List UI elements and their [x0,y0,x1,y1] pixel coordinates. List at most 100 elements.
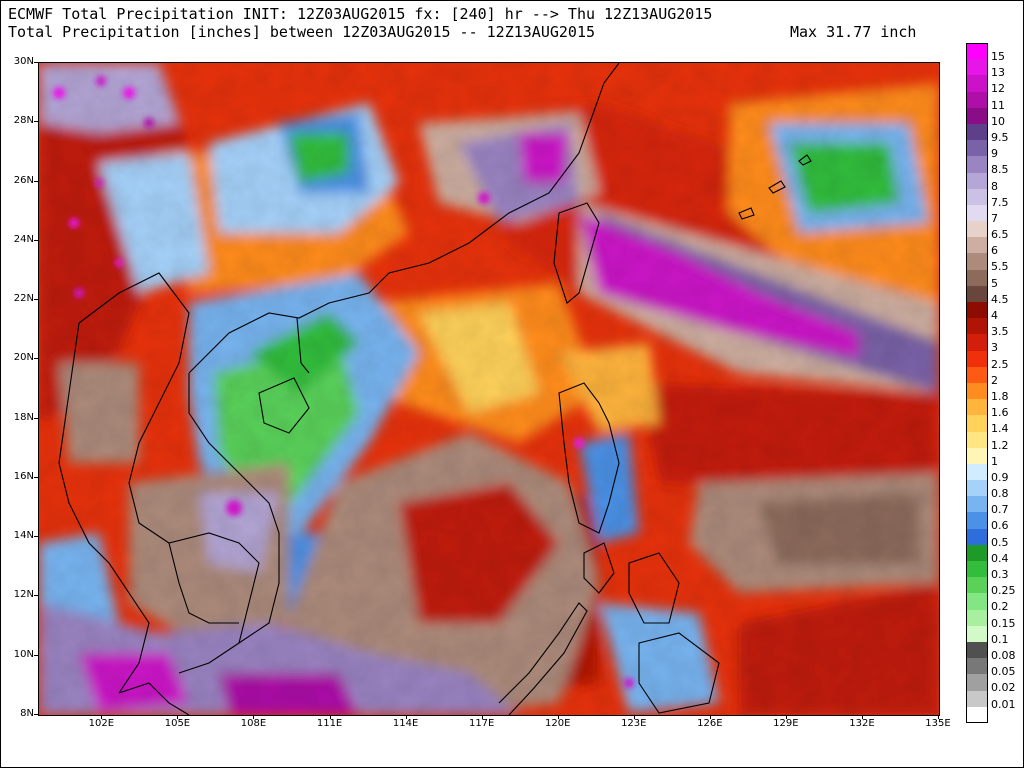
lat-label: 8N [20,708,34,719]
legend-item: 0.9 [966,463,1018,484]
lon-label: 108E [240,718,267,729]
lat-tick [34,358,38,360]
lon-tick [405,715,407,719]
legend-value: 0.25 [991,584,1016,598]
legend-swatch [966,706,988,723]
lat-tick [34,714,38,715]
lon-label: 132E [849,718,875,729]
legend-item: 0.2 [966,593,1018,612]
legend-swatch [966,140,988,157]
legend-value: 1.4 [991,422,1009,436]
legend-value: 11 [991,98,1005,112]
legend-swatch [966,431,988,448]
legend-value: 13 [991,66,1005,80]
legend-item: 2.5 [966,350,1018,370]
lon-label: 102E [88,718,115,729]
lat-label: 28N [13,115,34,127]
legend-value: 12 [991,82,1005,96]
lon-tick [557,715,559,719]
legend-item: 8 [966,172,1018,192]
legend-swatch [966,399,988,416]
lat-tick [34,536,38,538]
precipitation-map [38,62,940,716]
legend-item: 9.5 [966,123,1018,144]
legend-item: 6 [966,237,1018,258]
legend-swatch [966,496,988,513]
lon-tick [253,715,255,719]
legend-swatch [966,561,988,578]
legend-swatch [966,593,988,610]
legend-value: 0.6 [991,519,1009,533]
legend-item: 0.25 [966,577,1018,598]
legend-swatch [966,91,988,108]
legend-value: 6 [991,244,998,258]
legend-value: 6.5 [991,228,1009,242]
lon-tick [938,715,939,719]
legend-item: 1.8 [966,382,1018,403]
legend-swatch [966,625,988,642]
legend-swatch [966,285,988,302]
legend-item: 0.1 [966,625,1018,645]
lat-tick [34,180,38,182]
legend-swatch [966,382,988,400]
legend-swatch [966,415,988,432]
legend-item: 10 [966,107,1018,127]
legend-item: 4 [966,302,1018,322]
legend-item: 13 [966,59,1018,80]
legend-item: 0.4 [966,544,1018,565]
legend-item: 0.3 [966,561,1018,580]
legend-item [966,706,1018,723]
lat-label: 30N [13,56,34,67]
legend-item: 5.5 [966,253,1018,274]
legend-swatch [966,318,988,335]
legend-swatch [966,156,988,173]
legend-value: 0.4 [991,551,1009,565]
legend-swatch [966,674,988,691]
legend-swatch [966,302,988,319]
map-canvas [39,63,939,715]
legend-swatch [966,641,988,659]
legend-swatch [966,544,988,561]
legend-swatch [966,107,988,124]
legend-swatch [966,43,988,60]
lat-label: 22N [13,293,34,305]
legend-value: 4 [991,309,998,322]
lon-tick [481,715,483,719]
legend-item: 1.4 [966,415,1018,436]
legend-swatch [966,204,988,222]
legend-item: 3 [966,334,1018,353]
legend-value: 5.5 [991,260,1009,274]
legend-value: 9 [991,147,998,161]
legend-swatch [966,269,988,286]
legend-item: 7.5 [966,188,1018,208]
lon-tick [709,715,711,719]
legend-swatch [966,609,988,626]
lon-tick [177,715,179,719]
legend-item: 0.6 [966,512,1018,533]
legend-item: 2 [966,366,1018,387]
legend-item: 8.5 [966,156,1018,175]
lat-tick [34,299,38,301]
legend-value: 9.5 [991,130,1009,144]
legend-value: 0.01 [991,697,1016,711]
lat-label: 12N [13,589,34,601]
lon-label: 105E [164,718,191,729]
legend-swatch [966,350,988,367]
legend-value: 1.8 [991,389,1009,403]
chart-title: ECMWF Total Precipitation INIT: 12Z03AUG… [8,5,713,23]
legend-item: 0.08 [966,641,1018,661]
legend-value: 0.02 [991,681,1016,695]
legend-swatch [966,237,988,254]
lat-label: 16N [13,470,34,482]
legend-item: 3.5 [966,318,1018,337]
lon-tick [861,715,863,719]
legend-value: 0.9 [991,470,1009,484]
lat-tick [34,121,38,123]
legend-swatch [966,577,988,594]
legend-item: 0.8 [966,480,1018,499]
legend-value: 2 [991,373,998,387]
lon-label: 120E [545,718,571,729]
legend-swatch [966,512,988,529]
legend-value: 5 [991,276,998,290]
lat-tick [34,239,38,241]
